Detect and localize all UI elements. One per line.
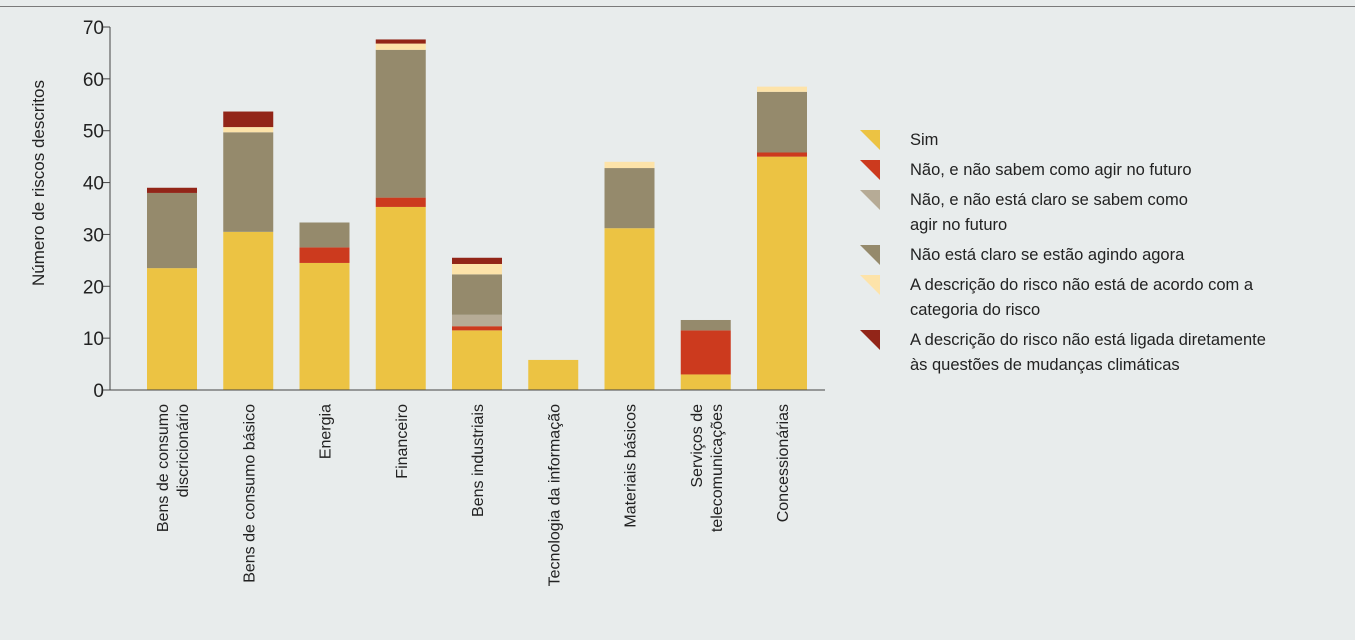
x-tick-label: Serviços de telecomunicações <box>689 404 726 532</box>
legend-label: às questões de mudanças climáticas <box>910 356 1180 374</box>
stacked-bar-chart: 0 10 20 30 40 50 60 70 Número de riscos descrit… <box>29 18 825 586</box>
bar-segment <box>375 43 426 50</box>
y-axis: 0 10 20 30 40 50 60 70 <box>83 18 111 402</box>
bar-segment <box>604 161 655 169</box>
legend-item: A descrição do risco não está de acordo … <box>860 273 1350 323</box>
x-tick-label-line: Energia <box>318 404 335 459</box>
x-tick-label: Tecnologia da informação <box>546 404 563 586</box>
legend-label: Não está claro se estão agindo agora <box>910 246 1185 264</box>
legend-item: Sim <box>860 128 1350 153</box>
bar-segment <box>375 206 426 390</box>
legend-swatch <box>860 190 880 210</box>
y-tick-label: 60 <box>83 70 104 91</box>
bar-segment <box>452 257 502 264</box>
bar-segment <box>452 274 502 315</box>
bar-segment <box>452 330 502 390</box>
bar-segment <box>223 127 274 133</box>
bars <box>147 39 807 390</box>
legend-label: A descrição do risco não está de acordo … <box>910 276 1254 294</box>
bar-segment <box>680 374 731 390</box>
x-tick-label: Financeiro <box>394 404 411 479</box>
bar-segment <box>757 156 807 390</box>
bar-segment <box>223 132 274 232</box>
bar-segment <box>147 187 197 193</box>
bar-segment <box>147 192 197 269</box>
bar-segment <box>757 152 807 157</box>
x-tick-label: Energia <box>318 404 335 459</box>
top-rule <box>0 6 1355 7</box>
legend-label: categoria do risco <box>910 301 1041 319</box>
x-tick-label: Bens industriais <box>470 404 487 517</box>
x-tick-label-line: Bens industriais <box>470 404 487 517</box>
x-tick-label-line: Serviços de <box>689 404 706 488</box>
legend-label: agir no futuro <box>910 216 1008 234</box>
x-tick-label-line: Materiais básicos <box>623 404 640 528</box>
bar-segment <box>604 168 655 229</box>
y-tick-label: 20 <box>83 277 104 298</box>
bar-segment <box>299 247 350 263</box>
bar-segment <box>757 91 807 153</box>
y-tick-label: 50 <box>83 122 104 143</box>
legend-swatch <box>860 130 880 150</box>
bar-segment <box>299 262 350 390</box>
legend-swatch <box>860 160 880 180</box>
bar-segment <box>375 197 426 207</box>
legend-item: Não, e não sabem como agir no futuro <box>860 158 1350 183</box>
x-tick-label-line: discricionário <box>175 404 192 497</box>
bar-segment <box>604 228 655 390</box>
bar-segment <box>528 359 579 390</box>
bar-segment <box>757 86 807 92</box>
bar-segment <box>223 111 274 128</box>
legend-swatch <box>860 245 880 265</box>
x-axis: Bens de consumo discricionário Bens de con… <box>110 389 825 586</box>
y-tick-label: 0 <box>93 381 104 402</box>
legend-item: Não está claro se estão agindo agora <box>860 243 1350 268</box>
bar-segment <box>375 49 426 198</box>
bar-segment <box>375 39 426 44</box>
bar-segment <box>299 222 350 248</box>
x-tick-label-line: Bens de consumo <box>155 404 172 532</box>
y-tick-label: 40 <box>83 174 104 195</box>
x-tick-label: Materiais básicos <box>623 404 640 528</box>
legend-swatch <box>860 275 880 295</box>
legend-swatch <box>860 330 880 350</box>
legend-item: A descrição do risco não está ligada dir… <box>860 328 1350 378</box>
legend-label: A descrição do risco não está ligada dir… <box>910 331 1266 349</box>
x-tick-label: Bens de consumo discricionário <box>155 404 192 532</box>
x-tick-label: Concessionárias <box>775 404 792 522</box>
bar-segment <box>452 314 502 327</box>
y-tick-label: 30 <box>83 225 104 246</box>
y-tick-label: 10 <box>83 329 104 350</box>
x-tick-label-line: Tecnologia da informação <box>546 404 563 586</box>
legend-label: Não, e não está claro se sabem como <box>910 191 1188 209</box>
bar-segment <box>680 330 731 375</box>
x-tick-label-line: Bens de consumo básico <box>241 404 258 583</box>
bar-segment <box>223 231 274 390</box>
legend-label: Não, e não sabem como agir no futuro <box>910 161 1192 179</box>
bar-segment <box>147 268 197 390</box>
legend-label: Sim <box>910 131 939 149</box>
x-tick-label: Bens de consumo básico <box>241 404 258 583</box>
legend-item: Não, e não está claro se sabem como agir … <box>860 188 1350 238</box>
y-axis-label: Número de riscos descritos <box>29 80 48 286</box>
x-tick-label-line: Concessionárias <box>775 404 792 522</box>
x-tick-label-line: telecomunicações <box>709 404 726 532</box>
legend: Sim Não, e não sabem como agir no futuro N… <box>860 128 1350 383</box>
bar-segment <box>680 319 731 331</box>
y-tick-label: 70 <box>83 18 104 39</box>
bar-segment <box>452 326 502 331</box>
x-tick-label-line: Financeiro <box>394 404 411 479</box>
bar-segment <box>452 263 502 275</box>
